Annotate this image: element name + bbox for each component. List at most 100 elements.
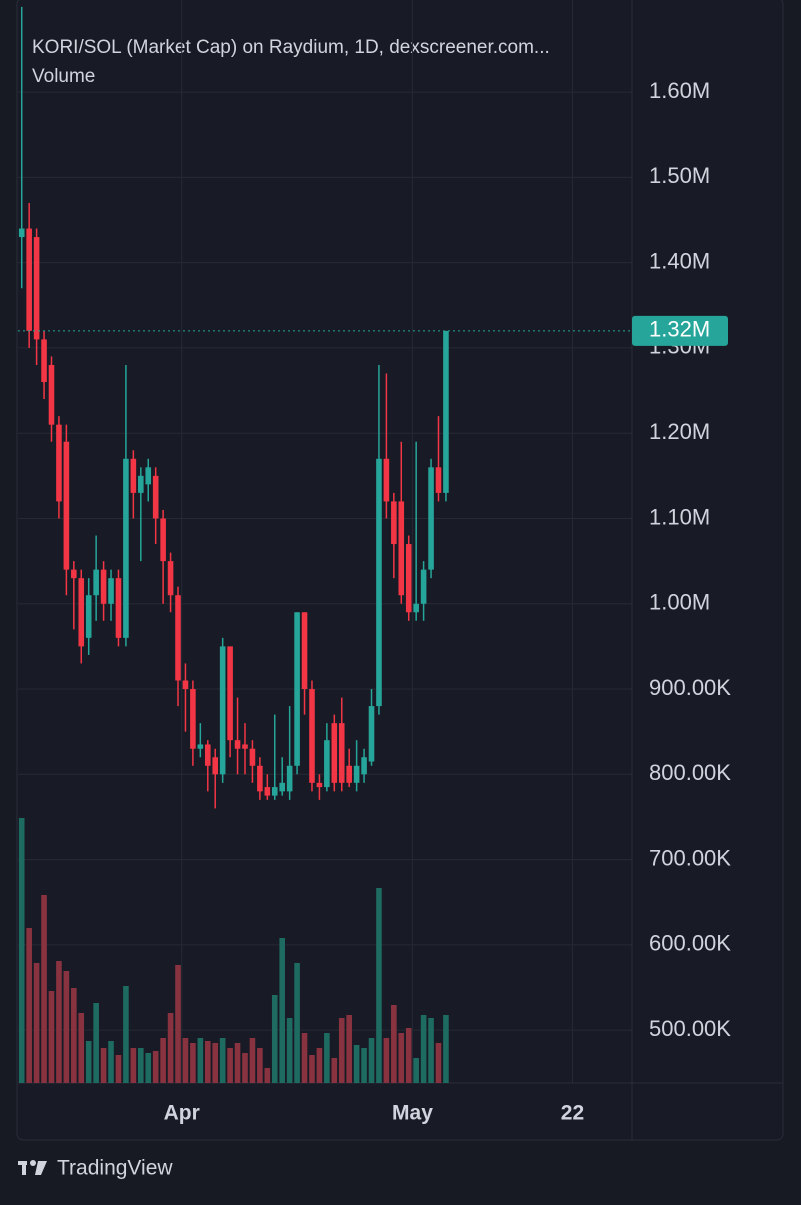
volume-bar bbox=[309, 1055, 315, 1083]
volume-bar bbox=[279, 938, 285, 1083]
volume-bar bbox=[249, 1038, 256, 1083]
candle-body bbox=[26, 228, 32, 331]
volume-bar bbox=[41, 895, 47, 1083]
volume-bar bbox=[175, 965, 181, 1083]
volume-bar bbox=[361, 1048, 367, 1083]
volume-bar bbox=[413, 1058, 419, 1083]
volume-bar bbox=[346, 1015, 352, 1083]
volume-bar bbox=[353, 1045, 360, 1083]
volume-bar bbox=[182, 1038, 189, 1083]
volume-bar bbox=[271, 995, 278, 1083]
volume-bar bbox=[428, 1018, 434, 1083]
y-tick-label: 1.50M bbox=[649, 163, 710, 188]
candle-body bbox=[130, 458, 137, 493]
volume-bar bbox=[368, 1038, 375, 1083]
candle-body bbox=[190, 689, 196, 749]
volume-bar bbox=[100, 1048, 107, 1083]
volume-bar bbox=[443, 1015, 449, 1083]
chart-title: KORI/SOL (Market Cap) on Raydium, 1D, de… bbox=[32, 37, 550, 58]
volume-bar bbox=[18, 818, 25, 1083]
volume-bar bbox=[301, 1033, 308, 1083]
brand: TradingView bbox=[57, 1157, 173, 1180]
candle-body bbox=[324, 740, 330, 788]
volume-bar bbox=[405, 1028, 412, 1083]
volume-bar bbox=[398, 1033, 405, 1083]
candle-body bbox=[383, 458, 390, 502]
logo-part bbox=[22, 1161, 26, 1175]
volume-bar bbox=[93, 1003, 99, 1083]
candle-body bbox=[316, 782, 323, 788]
candle-body bbox=[420, 569, 427, 604]
candle-body bbox=[234, 740, 241, 749]
volume-bar bbox=[294, 963, 300, 1083]
candle-body bbox=[175, 595, 181, 681]
candle-body bbox=[309, 689, 315, 783]
y-tick-label: 900.00K bbox=[649, 675, 731, 700]
candle-body bbox=[338, 723, 345, 783]
candle-body bbox=[271, 787, 278, 796]
volume-bar bbox=[383, 1038, 390, 1083]
candle-body bbox=[48, 364, 55, 425]
candle-body bbox=[331, 723, 338, 783]
volume-bar bbox=[257, 1048, 263, 1083]
logo-part bbox=[30, 1160, 36, 1166]
y-tick-label: 1.40M bbox=[649, 248, 710, 273]
candle-body bbox=[398, 501, 405, 596]
volume-bar bbox=[108, 1041, 114, 1083]
volume-bar bbox=[324, 1033, 330, 1083]
y-tick-label: 500.00K bbox=[649, 1016, 731, 1041]
volume-bar bbox=[26, 928, 32, 1083]
candle-body bbox=[56, 424, 62, 502]
candle-body bbox=[71, 569, 77, 579]
candle-body bbox=[353, 765, 360, 783]
candle-body bbox=[108, 578, 114, 604]
candle-body bbox=[123, 458, 129, 638]
volume-bar bbox=[197, 1038, 204, 1083]
volume-bar bbox=[435, 1043, 442, 1083]
candle-body bbox=[138, 475, 144, 493]
volume-bar bbox=[78, 1013, 85, 1083]
logo-part bbox=[35, 1161, 47, 1175]
volume-bar bbox=[85, 1041, 92, 1083]
candle-body bbox=[443, 330, 449, 493]
candle-body bbox=[294, 612, 300, 766]
volume-bar bbox=[152, 1051, 159, 1083]
candle-body bbox=[279, 782, 285, 792]
volume-bar bbox=[331, 1058, 338, 1083]
candle-body bbox=[85, 595, 92, 638]
volume-bar bbox=[338, 1018, 345, 1083]
candle-body bbox=[301, 612, 308, 690]
volume-bar bbox=[286, 1018, 293, 1083]
candle-body bbox=[428, 467, 434, 570]
volume-bar bbox=[138, 1048, 144, 1083]
candle-body bbox=[63, 441, 70, 570]
x-tick-label: Apr bbox=[164, 1102, 200, 1125]
candle-body bbox=[100, 569, 107, 604]
candle-body bbox=[160, 518, 166, 562]
candle-body bbox=[435, 467, 442, 493]
volume-bar bbox=[160, 1038, 166, 1083]
volume-bar bbox=[115, 1055, 122, 1083]
volume-bar bbox=[167, 1013, 174, 1083]
x-tick-label: 22 bbox=[561, 1102, 584, 1125]
x-tick-label: May bbox=[392, 1102, 433, 1125]
candle-body bbox=[219, 646, 226, 775]
volume-label: Volume bbox=[32, 66, 95, 87]
y-tick-label: 600.00K bbox=[649, 931, 731, 956]
volume-bar bbox=[420, 1015, 427, 1083]
candle-body bbox=[257, 765, 263, 792]
candle-body bbox=[115, 578, 122, 638]
last-price-label: 1.32M bbox=[649, 317, 710, 342]
candle-body bbox=[368, 706, 375, 762]
y-tick-label: 800.00K bbox=[649, 760, 731, 785]
volume-bar bbox=[33, 963, 40, 1083]
candle-body bbox=[346, 765, 352, 783]
volume-bar bbox=[130, 1048, 137, 1083]
volume-bar bbox=[316, 1048, 323, 1083]
volume-bar bbox=[48, 991, 55, 1083]
candle-body bbox=[204, 744, 211, 766]
candle-body bbox=[167, 561, 174, 596]
candle-body bbox=[78, 578, 85, 647]
volume-bar bbox=[391, 1005, 397, 1083]
